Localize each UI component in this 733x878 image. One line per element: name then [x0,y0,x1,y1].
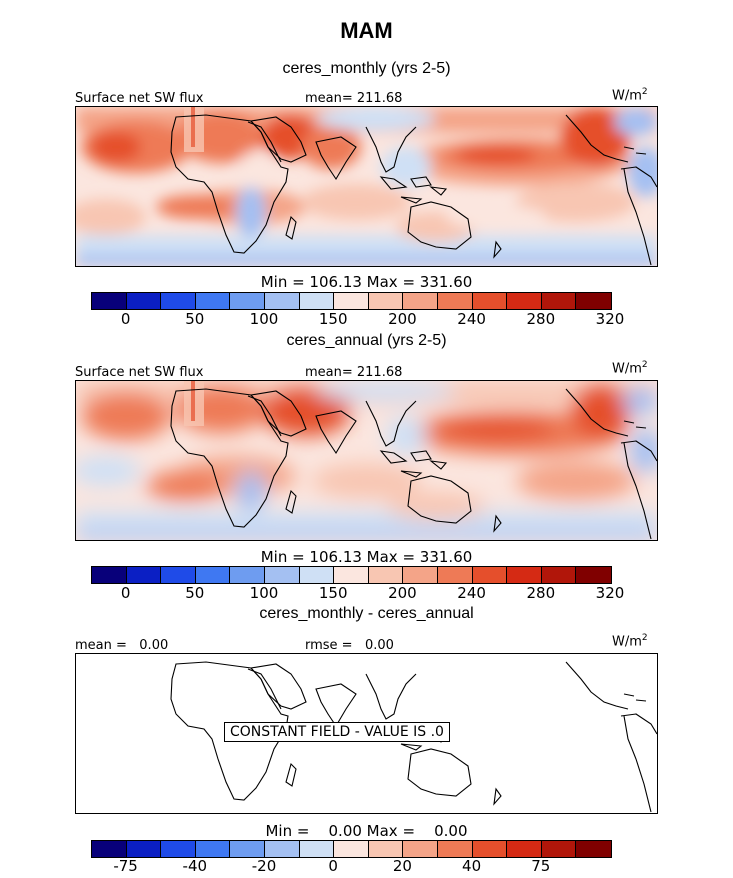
colorbar-swatch [195,841,231,857]
panel3-rmse-label: rmse = 0.00 [305,638,394,653]
panel2-min-max: Min = 106.13 Max = 331.60 [260,548,473,566]
colorbar-tick-label: -20 [251,857,277,875]
colorbar-swatch [195,567,231,583]
colorbar-tick-label: 100 [249,584,279,602]
colorbar-swatch [334,293,369,309]
colorbar-swatch [126,293,162,309]
colorbar-swatch [437,293,473,309]
colorbar-tick-label: 0 [120,584,131,602]
colorbar-tick-label: 20 [392,857,412,875]
panel3-title: ceres_monthly - ceres_annual [259,605,474,622]
colorbar-swatch [334,567,369,583]
panel1-variable-label: Surface net SW flux [75,91,204,106]
panel3-map [75,653,658,814]
colorbar-swatch [541,293,577,309]
colorbar-tick-label: 0 [328,857,338,875]
panel3-units-label: W/m2 [612,633,648,650]
panel2-units-label: W/m2 [612,360,648,377]
colorbar-swatch [403,841,438,857]
colorbar-swatch [437,841,473,857]
colorbar-tick-label: -40 [182,857,208,875]
colorbar-swatch [576,293,611,309]
figure-title: MAM [340,18,393,43]
colorbar-swatch [299,293,335,309]
panel2-variable-label: Surface net SW flux [75,365,204,380]
colorbar-swatch [472,567,508,583]
colorbar-swatch [576,567,611,583]
colorbar-tick-label: 240 [457,310,486,328]
colorbar-tick-label: 320 [595,584,625,602]
colorbar-swatch [507,293,542,309]
panel1-mean-label: mean= 211.68 [305,91,403,106]
colorbar-swatch [368,293,404,309]
colorbar-swatch [472,841,508,857]
colorbar-swatch [368,841,404,857]
panel2-mean-label: mean= 211.68 [305,365,403,380]
colorbar-swatch [507,567,542,583]
colorbar-swatch [541,567,577,583]
constant-field-message: CONSTANT FIELD - VALUE IS .0 [224,722,450,742]
panel3-mean-label: mean = 0.00 [75,638,169,653]
colorbar-tick-label: 280 [526,310,556,328]
colorbar-tick-label: 40 [462,857,482,875]
colorbar-swatch [230,841,265,857]
colorbar-swatch [126,841,162,857]
panel2-map [75,380,658,541]
colorbar-swatch [230,567,265,583]
panel3-min-max: Min = 0.00 Max = 0.00 [265,822,468,840]
colorbar-swatch [299,841,335,857]
panel1-map [75,106,658,267]
colorbar-swatch [92,293,127,309]
panel1-colorbar [91,292,612,310]
colorbar-tick-label: 50 [185,584,205,602]
panel2-title: ceres_annual (yrs 2-5) [286,332,447,349]
colorbar-swatch [264,841,300,857]
panel1-map-svg [76,107,657,266]
colorbar-swatch [541,841,577,857]
panel1-title: ceres_monthly (yrs 2-5) [282,60,451,77]
colorbar-tick-label: 100 [249,310,279,328]
colorbar-swatch [230,293,265,309]
panel1-units-label: W/m2 [612,87,648,104]
panel3-colorbar [91,840,612,858]
colorbar-tick-label: 150 [318,310,348,328]
colorbar-tick-label: -75 [113,857,138,875]
colorbar-tick-label: 75 [531,857,551,875]
colorbar-swatch [507,841,542,857]
colorbar-swatch [472,293,508,309]
colorbar-swatch [264,567,300,583]
panel2-colorbar [91,566,612,584]
colorbar-tick-label: 280 [526,584,556,602]
colorbar-swatch [161,567,196,583]
colorbar-tick-label: 50 [185,310,205,328]
colorbar-tick-label: 200 [388,310,417,328]
colorbar-swatch [264,293,300,309]
colorbar-swatch [195,293,231,309]
colorbar-swatch [403,293,438,309]
colorbar-tick-label: 200 [388,584,417,602]
colorbar-swatch [126,567,162,583]
panel2-map-svg [76,381,657,540]
colorbar-swatch [299,567,335,583]
panel1-min-max: Min = 106.13 Max = 331.60 [260,273,473,291]
colorbar-swatch [161,293,196,309]
colorbar-swatch [92,841,127,857]
colorbar-swatch [334,841,369,857]
colorbar-tick-label: 0 [120,310,131,328]
colorbar-swatch [437,567,473,583]
colorbar-swatch [161,841,196,857]
colorbar-swatch [403,567,438,583]
colorbar-swatch [92,567,127,583]
colorbar-swatch [368,567,404,583]
colorbar-tick-label: 150 [318,584,348,602]
colorbar-tick-label: 320 [595,310,625,328]
colorbar-swatch [576,841,611,857]
colorbar-tick-label: 240 [457,584,486,602]
